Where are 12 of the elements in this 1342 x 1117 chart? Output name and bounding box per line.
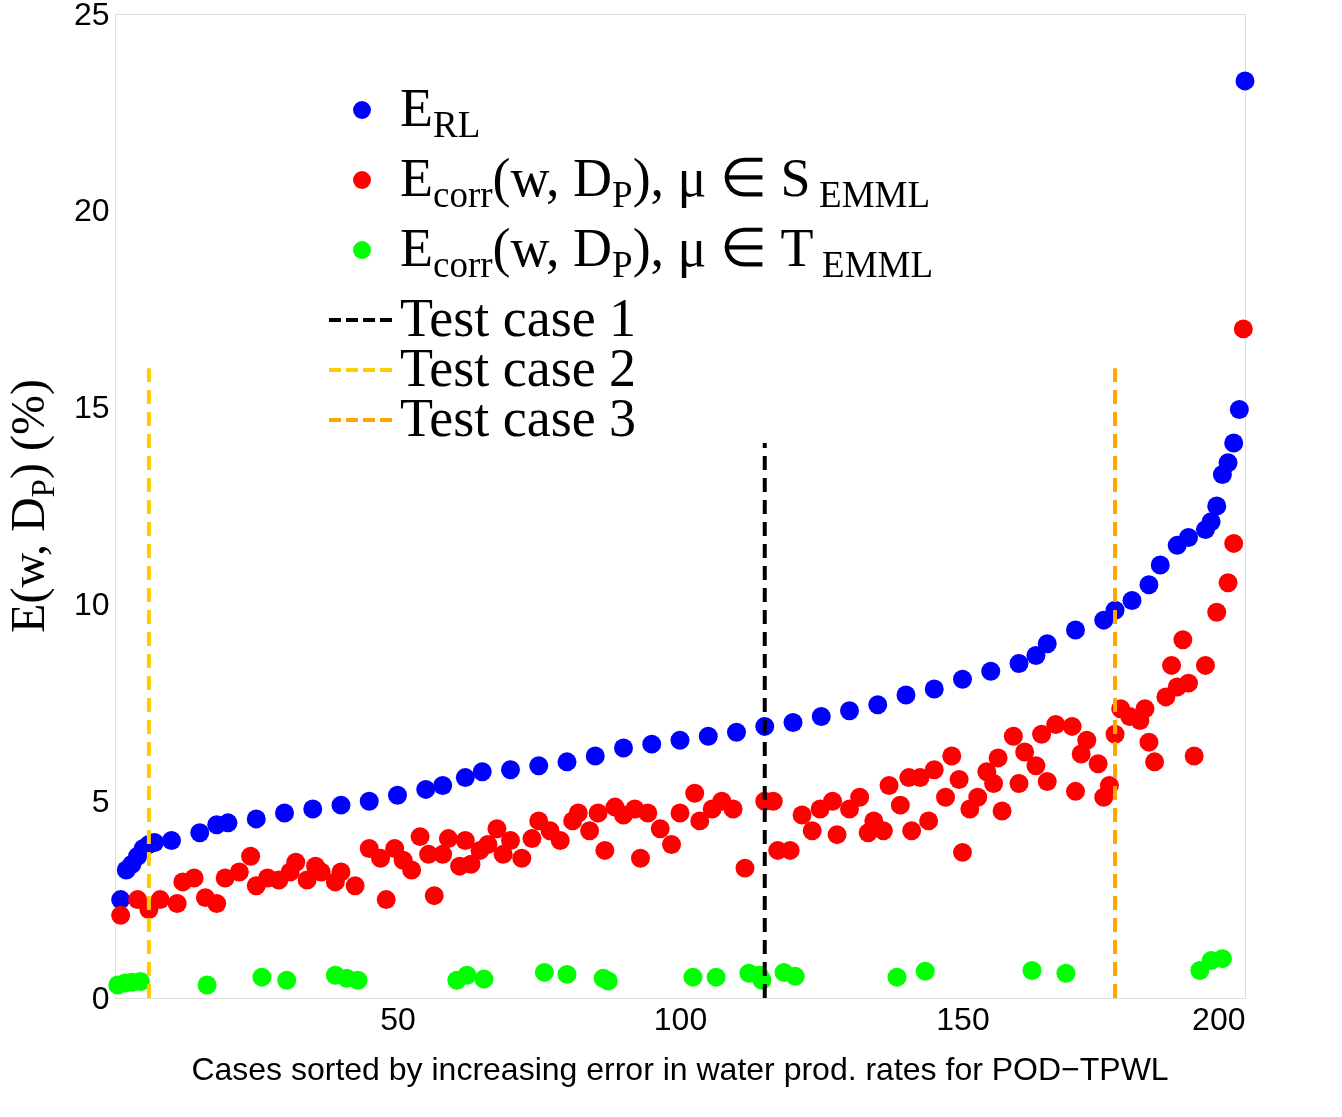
x-tick-label: 50 [380, 1000, 416, 1037]
x-axis-title: Cases sorted by increasing error in water prod. rates for POD−TPWL [191, 1051, 1169, 1087]
x-tick-label: 100 [653, 1000, 708, 1037]
x-tick-label: 150 [936, 1000, 990, 1037]
x-tick-label: 200 [1192, 1000, 1246, 1037]
y-tick-label: 5 [91, 782, 110, 819]
y-tick-label: 10 [73, 585, 110, 622]
y-tick-label: 25 [73, 0, 110, 32]
y-tick-label: 15 [73, 389, 110, 426]
y-tick-label: 0 [91, 979, 110, 1016]
y-axis-title: E(w, DP) (%) [1, 379, 62, 633]
y-tick-label: 20 [73, 192, 110, 229]
